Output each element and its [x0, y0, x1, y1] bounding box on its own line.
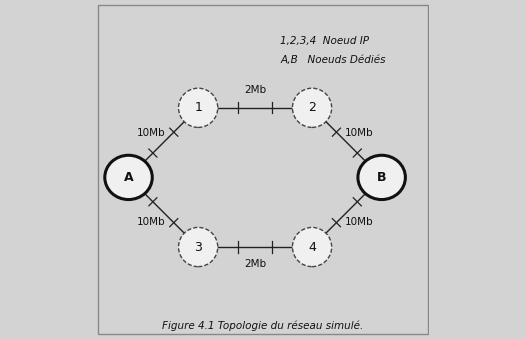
Text: 10Mb: 10Mb — [136, 128, 165, 138]
Text: 2Mb: 2Mb — [244, 85, 266, 95]
Text: A: A — [124, 171, 134, 184]
Text: 10Mb: 10Mb — [136, 217, 165, 227]
Text: 4: 4 — [308, 240, 316, 254]
Text: A,B   Noeuds Dédiés: A,B Noeuds Dédiés — [280, 55, 386, 65]
Ellipse shape — [358, 155, 406, 200]
Text: 1: 1 — [194, 101, 202, 114]
Text: 10Mb: 10Mb — [345, 217, 374, 227]
Circle shape — [178, 88, 218, 127]
Text: 10Mb: 10Mb — [345, 128, 374, 138]
Text: 1,2,3,4  Noeud IP: 1,2,3,4 Noeud IP — [280, 36, 369, 46]
Circle shape — [178, 227, 218, 267]
Circle shape — [292, 88, 332, 127]
Text: 2Mb: 2Mb — [244, 259, 266, 270]
Text: B: B — [377, 171, 387, 184]
Text: Figure 4.1 Topologie du réseau simulé.: Figure 4.1 Topologie du réseau simulé. — [163, 321, 363, 331]
Text: 3: 3 — [194, 240, 202, 254]
Ellipse shape — [105, 155, 152, 200]
Text: 2: 2 — [308, 101, 316, 114]
Circle shape — [292, 227, 332, 267]
